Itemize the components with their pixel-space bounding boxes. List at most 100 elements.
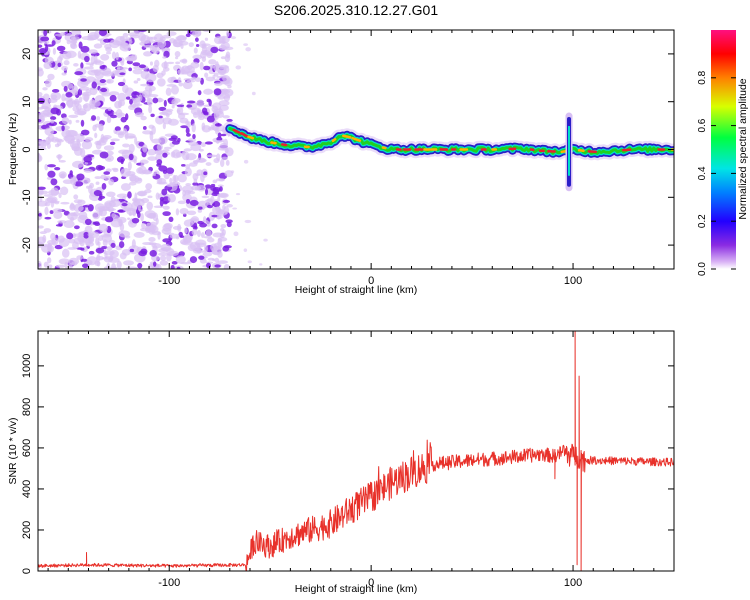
noise-blob (117, 99, 123, 109)
noise-blob (142, 144, 148, 153)
noise-blob (162, 56, 167, 59)
spectrogram-ytick-label: 0 (21, 146, 33, 152)
noise-blob (172, 225, 182, 230)
noise-blob (222, 204, 226, 211)
noise-blob (102, 239, 108, 247)
noise-blob (214, 82, 223, 86)
noise-blob (115, 52, 119, 61)
noise-blob (132, 91, 140, 96)
noise-blob (223, 264, 230, 269)
noise-blob (50, 94, 58, 99)
noise-blob (182, 193, 192, 202)
noise-blob (206, 51, 213, 59)
noise-blob (71, 146, 82, 152)
noise-blob (74, 110, 87, 116)
noise-blob (67, 262, 73, 269)
noise-blob (155, 192, 160, 200)
noise-blob (80, 45, 90, 53)
spectrogram-xtick-label: 0 (368, 275, 374, 287)
noise-blob (39, 231, 47, 235)
noise-blob (189, 256, 198, 264)
noise-blob (195, 37, 199, 42)
noise-blob (164, 108, 174, 112)
noise-blob (220, 224, 227, 229)
noise-blob (104, 43, 112, 50)
noise-blob (119, 72, 126, 76)
spectrogram-ytick-label: -10 (21, 189, 33, 205)
noise-blob (56, 108, 62, 116)
noise-blob (182, 81, 193, 90)
noise-blob (95, 82, 107, 86)
noise-blob (87, 32, 99, 41)
noise-blob (58, 192, 62, 199)
noise-blob (161, 61, 169, 69)
noise-blob (151, 125, 156, 135)
noise-blob (135, 112, 144, 115)
noise-blob (226, 30, 230, 38)
noise-blob (201, 195, 210, 199)
noise-blob (189, 199, 199, 207)
noise-blob (197, 206, 203, 210)
noise-blob (98, 197, 103, 201)
noise-blob (197, 209, 203, 213)
noise-blob (243, 43, 248, 46)
noise-blob (116, 193, 128, 199)
noise-blob (212, 179, 218, 184)
noise-blob (44, 202, 51, 207)
noise-blob (215, 206, 221, 212)
noise-blob (178, 112, 186, 120)
noise-blob (139, 83, 150, 87)
noise-blob (147, 195, 153, 199)
noise-blob (53, 211, 63, 219)
noise-blob (70, 40, 77, 49)
noise-blob (225, 147, 234, 157)
snr-ytick-label: 600 (21, 439, 33, 457)
noise-blob (125, 96, 131, 100)
noise-blob (109, 39, 121, 49)
noise-blob (218, 44, 227, 51)
noise-blob (98, 223, 108, 233)
noise-blob (44, 163, 49, 171)
noise-blob (206, 115, 215, 123)
noise-blob (221, 156, 228, 161)
noise-blob (43, 40, 50, 44)
noise-blob (160, 243, 172, 251)
noise-blob (120, 167, 131, 178)
colorbar-label: Normalized spectral amplitude (737, 78, 749, 219)
noise-blob (83, 66, 94, 70)
noise-blob (116, 65, 121, 75)
noise-blob (219, 104, 229, 111)
noise-blob (61, 65, 68, 71)
noise-blob (60, 186, 69, 196)
noise-blob (94, 176, 102, 180)
noise-blob (40, 36, 50, 42)
noise-blob (187, 244, 197, 252)
noise-blob (73, 199, 83, 204)
noise-blob (165, 87, 172, 96)
snr-ytick-label: 400 (21, 480, 33, 498)
noise-blob (201, 122, 206, 131)
noise-blob (131, 239, 136, 249)
snr-xlabel: Height of straight line (km) (295, 583, 418, 595)
noise-blob (213, 110, 220, 120)
noise-blob (156, 72, 164, 79)
noise-blob (60, 201, 70, 205)
noise-blob (44, 56, 54, 64)
ridge-core (560, 150, 567, 154)
noise-blob (57, 154, 61, 161)
noise-blob (162, 152, 168, 158)
noise-blob (90, 100, 101, 108)
noise-blob (38, 225, 44, 229)
spectrogram-ytick-label: -20 (21, 237, 33, 253)
noise-blob (80, 119, 85, 127)
noise-blob (188, 42, 194, 48)
noise-blob (167, 118, 179, 126)
noise-blob (47, 134, 55, 142)
noise-blob (137, 262, 143, 269)
noise-blob (73, 176, 77, 186)
noise-blob (38, 44, 43, 48)
noise-blob (157, 39, 167, 49)
noise-blob (176, 266, 181, 269)
noise-blob (71, 85, 79, 94)
